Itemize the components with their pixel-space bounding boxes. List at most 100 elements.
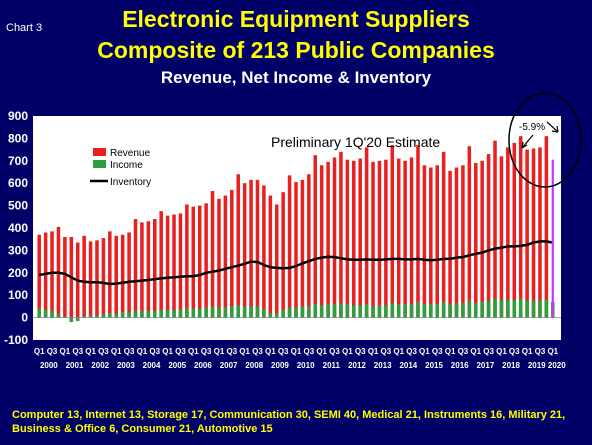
income-bar	[114, 313, 119, 318]
x-year-label: 2017	[476, 361, 494, 370]
y-tick-label: 200	[8, 266, 28, 280]
chart-subtitle: Revenue, Net Income & Inventory	[160, 68, 432, 87]
x-quarter-label: Q1	[60, 347, 71, 356]
income-bar	[544, 299, 549, 318]
income-bar	[358, 305, 362, 318]
income-bar	[326, 304, 330, 318]
revenue-bar	[262, 185, 266, 318]
x-year-label: 2013	[374, 361, 392, 370]
income-bar	[50, 310, 54, 318]
revenue-bar	[185, 204, 189, 318]
revenue-bar	[493, 140, 497, 318]
y-tick-label: 900	[8, 109, 28, 123]
income-bar	[165, 309, 170, 318]
revenue-bar	[518, 136, 523, 318]
income-bar	[146, 310, 151, 318]
callout-percent: -5.9%	[519, 122, 545, 133]
revenue-bar	[255, 179, 260, 318]
income-bar	[441, 301, 446, 318]
income-bar	[332, 304, 337, 318]
y-tick-label: -100	[4, 333, 28, 347]
income-bar	[371, 306, 375, 318]
revenue-bar	[153, 219, 157, 318]
revenue-bar	[223, 195, 228, 318]
x-quarter-label: Q1	[547, 347, 558, 356]
revenue-bar	[146, 221, 151, 318]
income-bar	[339, 303, 343, 318]
revenue-bar	[506, 147, 510, 318]
x-quarter-label: Q3	[175, 347, 186, 356]
revenue-bar	[429, 167, 433, 318]
revenue-bar	[95, 240, 99, 318]
income-bar	[409, 304, 414, 318]
income-bar	[429, 304, 433, 318]
legend-inventory-label: Inventory	[110, 177, 151, 188]
x-year-label: 2018	[502, 361, 520, 370]
revenue-bar	[531, 148, 536, 318]
x-year-label: 2016	[451, 361, 469, 370]
income-bar	[416, 301, 420, 318]
revenue-bar	[133, 219, 138, 318]
revenue-bar	[486, 154, 491, 318]
income-bar	[43, 309, 48, 318]
revenue-bar	[467, 146, 472, 318]
revenue-bar	[473, 163, 478, 318]
x-quarter-label: Q3	[483, 347, 494, 356]
income-bar	[287, 307, 292, 318]
x-quarter-label: Q3	[278, 347, 289, 356]
x-year-label: 2010	[297, 361, 315, 370]
revenue-bar	[172, 214, 176, 318]
x-year-label: 2011	[323, 361, 341, 370]
x-quarter-label: Q3	[355, 347, 366, 356]
income-bar	[473, 303, 478, 318]
x-quarter-label: Q1	[496, 347, 507, 356]
income-bar	[319, 305, 324, 318]
x-year-label: 2003	[117, 361, 135, 370]
x-axis: Q1 Q3 Q1 Q3 Q1 Q3 Q1 Q3 Q1 Q3 Q1 Q3 Q1 Q3 Q1 Q3 Q1 Q3 Q1 Q3…	[34, 347, 566, 370]
y-axis: 900 800 700 600 500 400 300 200 100 0 -100	[4, 109, 28, 347]
x-year-label: 2009	[271, 361, 289, 370]
x-quarter-label: Q3	[47, 347, 58, 356]
callout-arrowhead-left	[521, 141, 528, 149]
x-quarter-label: Q1	[522, 347, 533, 356]
x-quarter-label: Q1	[265, 347, 276, 356]
income-bar	[364, 304, 369, 318]
income-bar	[242, 306, 247, 318]
income-bar	[300, 306, 305, 318]
revenue-bar	[236, 174, 240, 318]
revenue-bar	[249, 179, 253, 318]
x-quarter-label: Q1	[111, 347, 122, 356]
income-bar	[422, 304, 427, 318]
income-bar	[82, 316, 86, 318]
revenue-bar	[448, 170, 452, 318]
x-quarter-label: Q1	[393, 347, 404, 356]
x-year-label: 2015	[425, 361, 443, 370]
revenue-bar	[319, 165, 324, 318]
income-bar	[172, 309, 176, 318]
revenue-bar	[409, 157, 414, 318]
revenue-bar	[480, 160, 484, 318]
callout-circle	[508, 92, 582, 188]
revenue-bar	[345, 159, 350, 318]
revenue-bar	[441, 151, 446, 318]
y-tick-label: 300	[8, 243, 28, 257]
revenue-bar	[108, 231, 112, 318]
y-tick-label: 400	[8, 221, 28, 235]
legend-revenue-label: Revenue	[110, 148, 150, 159]
revenue-bar	[454, 167, 459, 318]
income-bar	[95, 315, 99, 318]
y-tick-label: 800	[8, 131, 28, 145]
income-bar	[461, 303, 465, 318]
revenue-bar	[230, 189, 234, 318]
revenue-bar	[294, 182, 298, 318]
x-year-label: 2006	[194, 361, 212, 370]
x-quarter-label: Q3	[72, 347, 83, 356]
revenue-bar	[197, 205, 202, 318]
revenue-bar	[461, 165, 465, 318]
x-quarter-label: Q1	[291, 347, 302, 356]
x-quarter-label: Q1	[419, 347, 430, 356]
income-bar	[467, 300, 472, 318]
revenue-bar	[403, 160, 407, 318]
x-quarter-label: Q1	[470, 347, 481, 356]
y-tick-label: 0	[21, 311, 28, 325]
